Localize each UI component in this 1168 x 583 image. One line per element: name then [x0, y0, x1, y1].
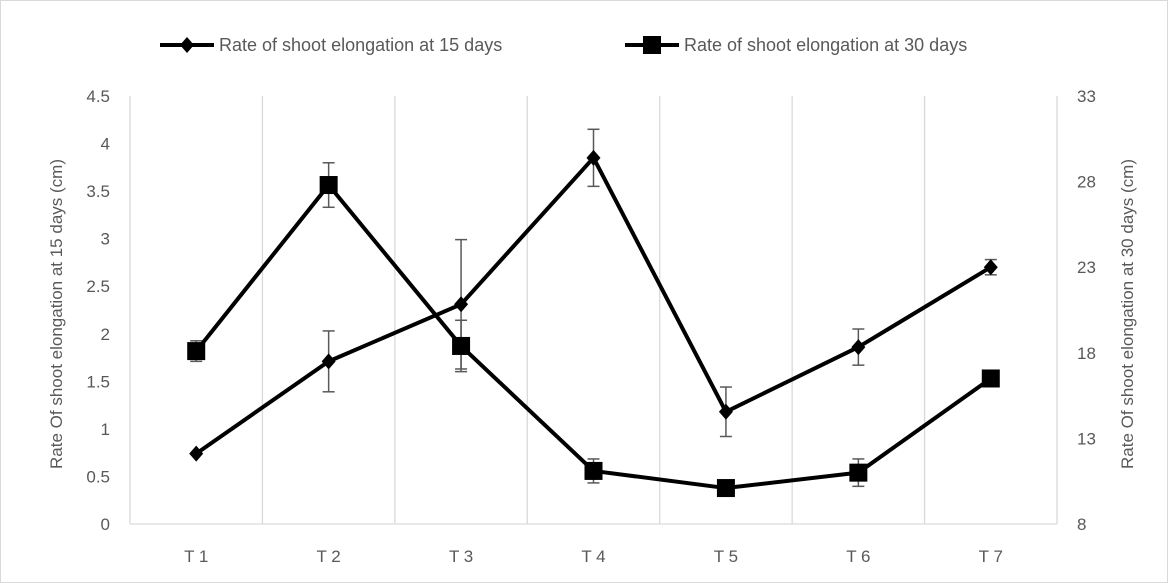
right-axis-title: Rate Of shoot elongation at 30 days (cm)	[1118, 159, 1137, 469]
x-tick-label: T 1	[184, 547, 208, 566]
grid	[261, 96, 926, 524]
series-30-days	[187, 162, 1000, 498]
left-tick-label: 1.5	[86, 372, 110, 391]
square-marker	[187, 342, 206, 361]
square-marker	[319, 176, 338, 195]
square-marker	[716, 479, 735, 498]
diamond-marker	[321, 353, 336, 370]
right-tick-label: 13	[1077, 429, 1096, 448]
square-marker	[452, 336, 471, 355]
diamond-marker	[851, 339, 866, 356]
x-tick-label: T 4	[581, 547, 605, 566]
x-tick-label: T 2	[317, 547, 341, 566]
left-tick-label: 1	[101, 420, 110, 439]
diamond-marker	[189, 445, 204, 462]
left-tick-label: 0.5	[86, 467, 110, 486]
x-tick-label: T 6	[846, 547, 870, 566]
left-axis-ticks: 0 0.5 1 1.5 2 2.5 3 3.5 4 4.5	[86, 87, 110, 534]
square-marker	[849, 463, 868, 482]
legend-item-30-days: Rate of shoot elongation at 30 days	[625, 35, 967, 55]
legend-item-15-days: Rate of shoot elongation at 15 days	[160, 35, 502, 55]
left-tick-label: 3.5	[86, 182, 110, 201]
left-tick-label: 2.5	[86, 277, 110, 296]
diamond-marker	[586, 149, 601, 166]
left-axis-title: Rate Of shoot elongation at 15 days (cm)	[47, 159, 66, 469]
diamond-marker	[718, 403, 733, 420]
left-tick-label: 4.5	[86, 87, 110, 106]
right-tick-label: 23	[1077, 258, 1096, 277]
diamond-marker	[983, 259, 998, 276]
right-tick-label: 8	[1077, 515, 1086, 534]
square-marker	[981, 369, 1000, 388]
left-tick-label: 0	[101, 515, 110, 534]
x-tick-label: T 5	[714, 547, 738, 566]
diamond-marker	[454, 296, 469, 313]
right-tick-label: 18	[1077, 344, 1096, 363]
right-axis-ticks: 8 13 18 23 28 33	[1077, 87, 1096, 534]
legend: Rate of shoot elongation at 15 days Rate…	[160, 35, 967, 55]
series-line	[194, 183, 992, 491]
right-tick-label: 33	[1077, 87, 1096, 106]
legend-label-15-days: Rate of shoot elongation at 15 days	[219, 35, 502, 55]
legend-diamond-marker	[180, 37, 194, 53]
x-tick-label: T 7	[979, 547, 1003, 566]
axes	[129, 96, 1058, 525]
series-layer	[187, 128, 1000, 498]
left-tick-label: 4	[101, 135, 110, 154]
x-tick-label: T 3	[449, 547, 473, 566]
series-15-days	[189, 128, 998, 462]
right-tick-label: 28	[1077, 173, 1096, 192]
square-marker	[584, 461, 603, 480]
legend-square-marker	[643, 36, 661, 54]
left-tick-label: 2	[101, 325, 110, 344]
legend-label-30-days: Rate of shoot elongation at 30 days	[684, 35, 967, 55]
x-axis-ticks: T 1 T 2 T 3 T 4 T 5 T 6 T 7	[184, 547, 1003, 566]
left-tick-label: 3	[101, 230, 110, 249]
